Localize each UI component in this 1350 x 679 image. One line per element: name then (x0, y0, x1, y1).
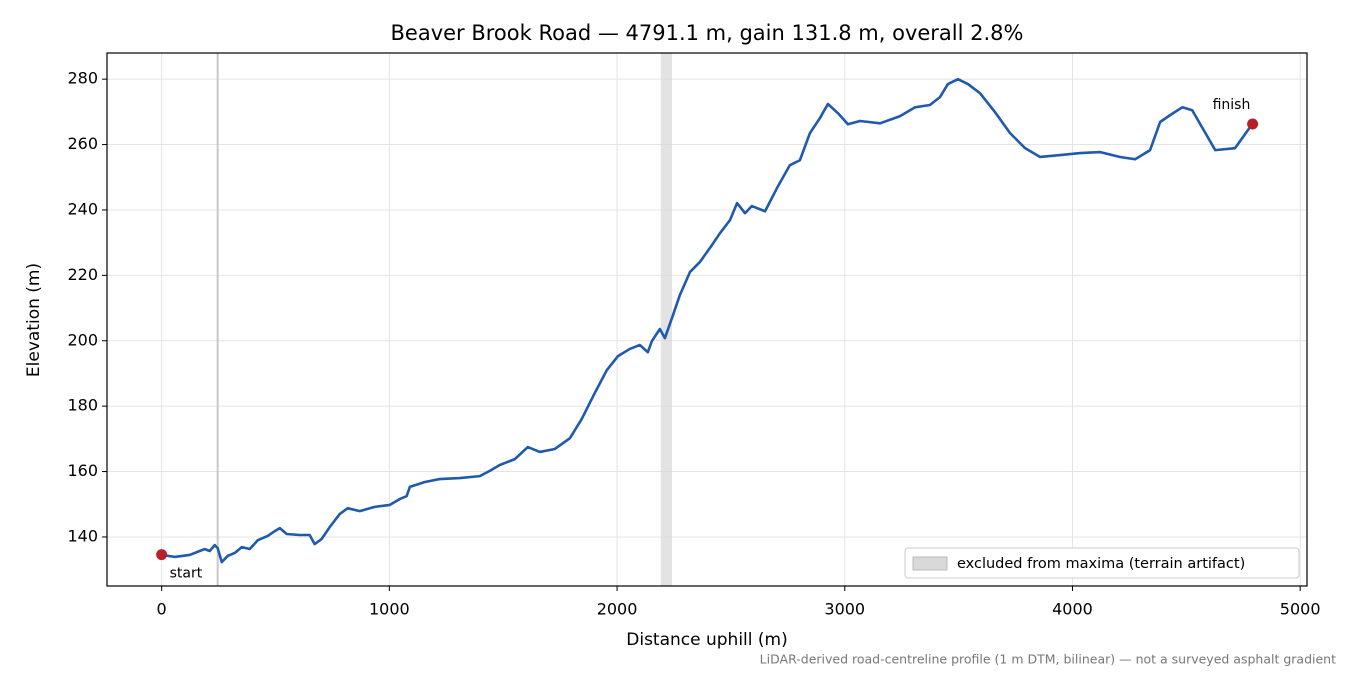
endpoint (156, 549, 168, 561)
legend-swatch (912, 556, 948, 571)
y-tick-label: 180 (67, 396, 98, 415)
endpoint-label: start (170, 566, 203, 582)
plot-frame (106, 52, 1308, 587)
x-tick-label: 1000 (369, 600, 410, 619)
excluded-span (660, 53, 672, 586)
y-tick-label: 160 (67, 461, 98, 480)
y-axis-label: Elevation (m) (24, 263, 44, 377)
x-tick-label: 4000 (1052, 600, 1093, 619)
x-tick-label: 5000 (1280, 600, 1321, 619)
x-tick-label: 2000 (597, 600, 638, 619)
legend-box (904, 547, 1300, 579)
endpoint (1247, 118, 1259, 130)
footnote: LiDAR-derived road-centreline profile (1… (760, 652, 1336, 667)
profile-line (161, 77, 1254, 564)
y-tick-label: 240 (67, 199, 98, 218)
y-tick-label: 140 (67, 526, 98, 545)
legend-label: excluded from maxima (terrain artifact) (957, 556, 1245, 572)
x-tick-label: 3000 (824, 600, 865, 619)
x-axis-label: Distance uphill (m) (626, 630, 787, 650)
endpoint-label: finish (1213, 97, 1251, 113)
y-tick-label: 260 (67, 134, 98, 153)
y-tick-label: 200 (67, 330, 98, 349)
x-tick-label: 0 (157, 600, 167, 619)
chart-title: Beaver Brook Road — 4791.1 m, gain 131.8… (391, 21, 1024, 45)
y-tick-label: 280 (67, 69, 98, 88)
y-tick-label: 220 (67, 265, 98, 284)
